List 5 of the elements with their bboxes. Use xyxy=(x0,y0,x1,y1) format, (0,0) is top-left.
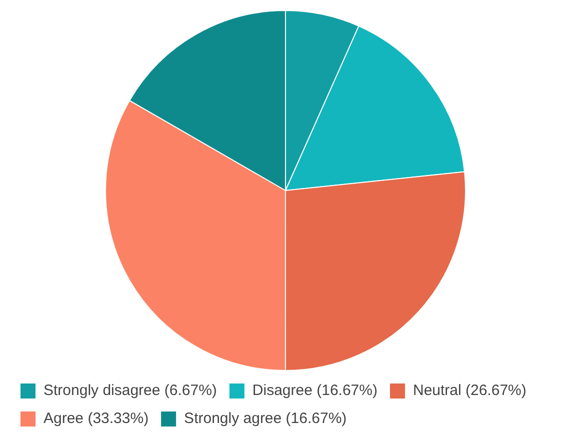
legend-label: Strongly disagree (6.67%) xyxy=(44,382,217,400)
legend-label: Disagree (16.67%) xyxy=(252,382,378,400)
legend-label: Agree (33.33%) xyxy=(44,410,149,428)
legend-label: Neutral (26.67%) xyxy=(412,382,526,400)
legend-label: Strongly agree (16.67%) xyxy=(184,410,347,428)
